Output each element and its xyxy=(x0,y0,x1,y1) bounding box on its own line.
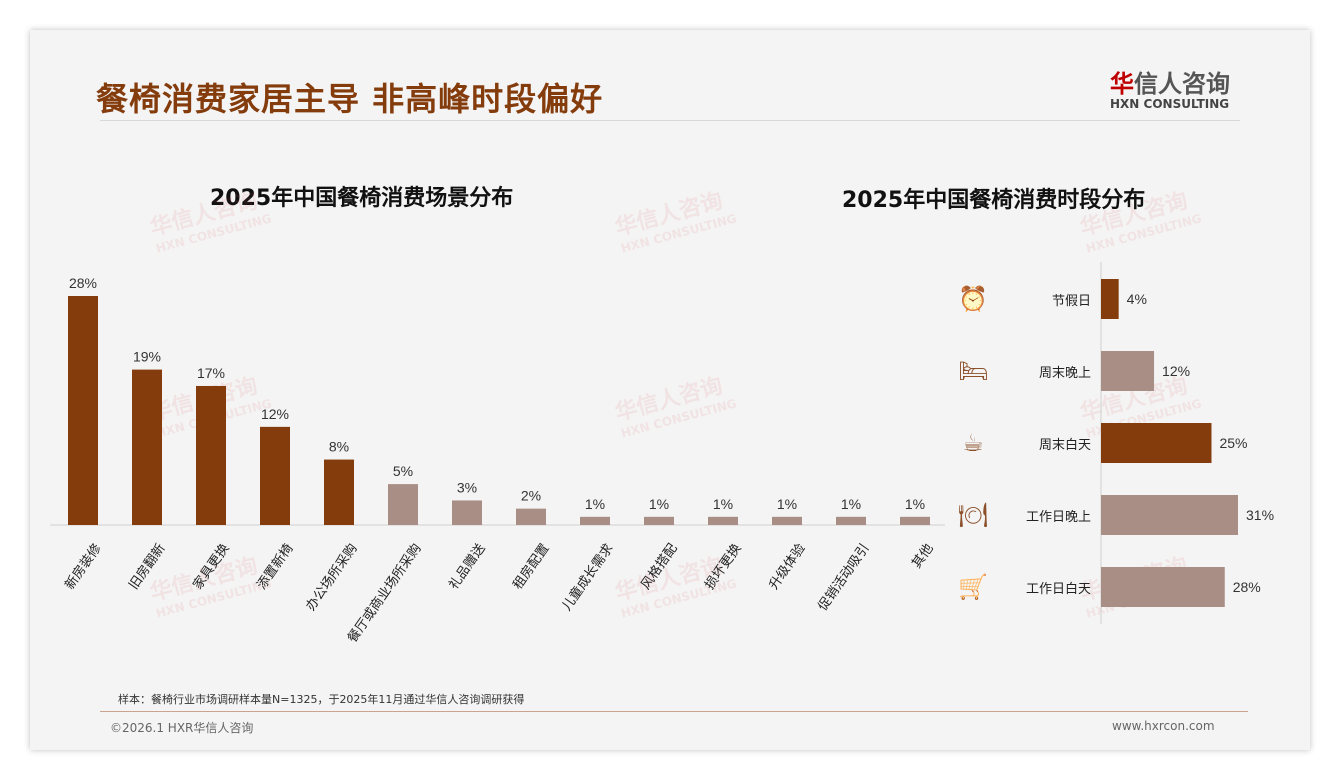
bar xyxy=(388,484,418,525)
data-label: 25% xyxy=(1219,435,1247,451)
logo-mark: 华 xyxy=(1110,70,1134,98)
divider xyxy=(100,120,1240,121)
bar xyxy=(196,385,226,525)
chart-title-timeslot: 2025年中国餐椅消费时段分布 xyxy=(842,188,1146,213)
data-label: 28% xyxy=(1233,579,1261,595)
bar xyxy=(1101,423,1212,463)
copyright: ©2026.1 HXR华信人咨询 xyxy=(110,721,254,735)
logo: 华信人咨询 HXN CONSULTING xyxy=(1110,64,1230,111)
bar xyxy=(900,516,930,525)
y-tick-label: 周末白天 xyxy=(1038,438,1091,453)
bed-icon: 🛏 xyxy=(958,357,989,385)
data-label: 31% xyxy=(1246,507,1274,523)
page-title: 餐椅消费家居主导 非高峰时段偏好 xyxy=(96,80,604,118)
data-label: 28% xyxy=(69,275,97,291)
coffee-cup-icon: ☕ xyxy=(962,429,984,457)
data-label: 4% xyxy=(1127,291,1147,307)
bar xyxy=(516,508,546,525)
bar xyxy=(132,369,162,525)
footer-divider xyxy=(100,711,1248,712)
logo-en: HXN CONSULTING xyxy=(1110,97,1230,111)
slide: 餐椅消费家居主导 非高峰时段偏好 华信人咨询 HXN CONSULTING 样本… xyxy=(30,30,1310,750)
bar xyxy=(324,459,354,525)
y-tick-label: 工作日白天 xyxy=(1025,582,1091,597)
bar xyxy=(260,426,290,525)
bar xyxy=(1101,495,1238,535)
data-label: 12% xyxy=(261,406,289,422)
data-label: 5% xyxy=(393,463,413,479)
data-label: 17% xyxy=(197,365,225,381)
bar xyxy=(1101,279,1119,319)
y-tick-label: 工作日晚上 xyxy=(1025,510,1091,525)
website: www.hxrcon.com xyxy=(1112,719,1215,733)
bar xyxy=(836,516,866,525)
logo-text: 信人咨询 xyxy=(1134,70,1230,98)
data-label: 8% xyxy=(329,439,349,455)
data-label: 1% xyxy=(841,496,861,512)
dining-plate-icon: 🍽 xyxy=(958,501,989,529)
bar xyxy=(772,516,802,525)
bar xyxy=(452,500,482,525)
data-label: 3% xyxy=(457,479,477,495)
shopping-cart-icon: 🛒 xyxy=(958,573,988,601)
data-label: 1% xyxy=(777,496,797,512)
bar xyxy=(1101,351,1155,391)
y-tick-label: 周末晚上 xyxy=(1038,366,1091,381)
data-label: 1% xyxy=(905,496,925,512)
data-label: 1% xyxy=(649,496,669,512)
y-tick-label: 节假日 xyxy=(1051,294,1091,309)
bar xyxy=(68,296,98,525)
data-label: 19% xyxy=(133,349,161,365)
bar xyxy=(1101,567,1225,607)
data-label: 2% xyxy=(521,488,541,504)
alarm-clock-icon: ⏰ xyxy=(958,285,988,313)
chart-title-scenario: 2025年中国餐椅消费场景分布 xyxy=(210,186,514,211)
sample-note: 样本：餐椅行业市场调研样本量N=1325，于2025年11月通过华信人咨询调研获… xyxy=(118,693,525,706)
data-label: 1% xyxy=(585,496,605,512)
data-label: 12% xyxy=(1162,363,1190,379)
bar xyxy=(580,516,610,525)
bar xyxy=(644,516,674,525)
data-label: 1% xyxy=(713,496,733,512)
bar xyxy=(708,516,738,525)
